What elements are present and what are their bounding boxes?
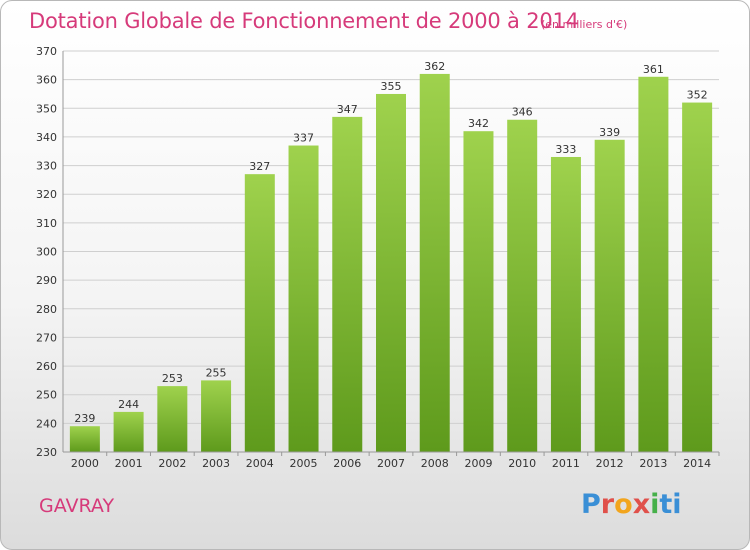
data-label: 327 — [249, 160, 270, 173]
y-tick-label: 340 — [36, 131, 57, 144]
y-tick-label: 270 — [36, 331, 57, 344]
proxiti-logo: Proxiti — [581, 489, 682, 520]
y-tick-label: 370 — [36, 45, 57, 58]
bar — [332, 116, 363, 452]
bar — [594, 139, 625, 453]
y-tick-label: 360 — [36, 74, 57, 87]
x-tick-label: 2013 — [639, 457, 667, 470]
y-tick-label: 290 — [36, 274, 57, 287]
bar — [157, 386, 188, 452]
data-label: 355 — [381, 80, 402, 93]
data-label: 352 — [687, 89, 708, 102]
x-tick-label: 2006 — [333, 457, 361, 470]
x-tick-label: 2010 — [508, 457, 536, 470]
data-label: 362 — [424, 60, 445, 73]
chart-subtitle: (en milliers d'€) — [541, 18, 628, 31]
data-label: 337 — [293, 132, 314, 145]
x-tick-label: 2002 — [158, 457, 186, 470]
x-tick-label: 2012 — [596, 457, 624, 470]
y-tick-label: 260 — [36, 360, 57, 373]
y-tick-label: 250 — [36, 389, 57, 402]
data-label: 342 — [468, 117, 489, 130]
data-label: 347 — [337, 103, 358, 116]
x-tick-label: 2003 — [202, 457, 230, 470]
logo-letter: i — [650, 489, 660, 520]
y-tick-label: 280 — [36, 303, 57, 316]
bar — [201, 380, 232, 452]
x-tick-label: 2011 — [552, 457, 580, 470]
x-tick-label: 2000 — [71, 457, 99, 470]
bar — [507, 119, 538, 452]
bar — [463, 131, 494, 452]
logo-letter: ti — [659, 489, 682, 520]
data-label: 346 — [512, 106, 533, 119]
y-tick-label: 230 — [36, 446, 57, 459]
x-tick-label: 2005 — [290, 457, 318, 470]
axes: 230 240 250 260 270 280 290 300 310 320 330 340 350 3… — [36, 45, 720, 470]
y-tick-label: 300 — [36, 246, 57, 259]
x-tick-label: 2001 — [115, 457, 143, 470]
data-label: 339 — [599, 126, 620, 139]
bar — [376, 93, 406, 452]
y-tick-label: 320 — [36, 188, 57, 201]
bar — [638, 76, 669, 453]
data-label: 333 — [555, 143, 576, 156]
data-label: 239 — [74, 412, 95, 425]
logo-letter: r — [600, 489, 615, 520]
x-tick-label: 2008 — [421, 457, 449, 470]
data-label: 244 — [118, 398, 139, 411]
logo-letter: x — [632, 489, 651, 520]
logo-letter: P — [581, 489, 601, 520]
y-tick-label: 240 — [36, 417, 57, 430]
data-label: 253 — [162, 372, 183, 385]
bar — [550, 156, 581, 452]
chart-title: Dotation Globale de Fonctionnement de 20… — [29, 9, 579, 33]
data-label: 361 — [643, 63, 664, 76]
bar — [419, 73, 450, 453]
y-tick-label: 350 — [36, 102, 57, 115]
x-tick-label: 2009 — [464, 457, 492, 470]
x-tick-label: 2014 — [683, 457, 711, 470]
bar — [682, 102, 713, 453]
bar — [288, 145, 319, 452]
x-tick-label: 2004 — [246, 457, 274, 470]
bar — [69, 426, 100, 452]
data-label: 255 — [206, 366, 227, 379]
y-tick-label: 330 — [36, 160, 57, 173]
bars: 239 244 253 255 327 337 347 355 362 342 346 333 339 3… — [69, 60, 713, 453]
place-name: GAVRAY — [39, 495, 115, 517]
x-tick-label: 2007 — [377, 457, 405, 470]
bar — [113, 411, 144, 452]
bar — [244, 174, 275, 452]
y-tick-label: 310 — [36, 217, 57, 230]
logo-letter: o — [614, 489, 633, 520]
